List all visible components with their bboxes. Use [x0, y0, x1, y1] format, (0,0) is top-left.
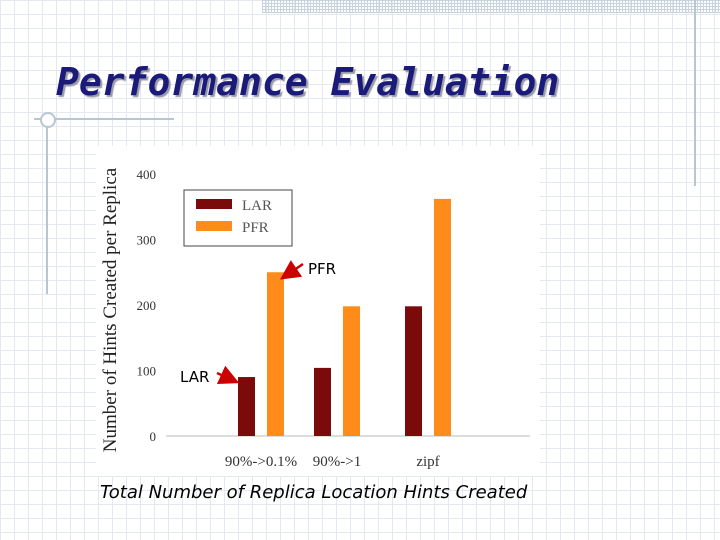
y-tick-label-0: 0: [150, 429, 157, 444]
legend-label-lar: LAR: [242, 198, 272, 214]
y-tick-label-3: 300: [137, 233, 157, 248]
y-axis-label: Number of Hints Created per Replica: [100, 167, 121, 452]
x-tick-label-0: 90%->0.1%: [225, 454, 297, 470]
slide-title: Performance Evaluation: [56, 60, 560, 104]
legend-swatch-lar: [196, 199, 232, 209]
x-tick-label-2: zipf: [416, 454, 439, 470]
legend-label-pfr: PFR: [242, 220, 269, 236]
decorative-vertical-line: [694, 0, 696, 186]
annotation-arrow-pfr: [279, 260, 304, 280]
x-tick-label-1: 90%->1: [313, 454, 361, 470]
y-tick-label-1: 100: [137, 364, 157, 379]
bar-chart: 0 100 200 300 400 Number of Hints Created per…: [100, 167, 530, 470]
bar-lar-2: [405, 306, 422, 436]
bar-pfr-1: [343, 306, 360, 436]
bar-pfr-2: [434, 198, 451, 436]
decorative-left-line: [46, 118, 48, 294]
y-tick-label-2: 200: [137, 298, 157, 313]
bar-lar-0: [238, 377, 255, 436]
decorative-circle-icon: [40, 112, 56, 128]
chart-area: 0 100 200 300 400 Number of Hints Created per…: [96, 146, 540, 476]
annotation-label-pfr: PFR: [308, 260, 336, 278]
legend-box: [183, 189, 293, 247]
chart-caption: Total Number of Replica Location Hints C…: [100, 482, 528, 503]
annotation-arrow-lar: [216, 365, 240, 384]
legend-swatch-pfr: [196, 221, 232, 231]
y-tick-label-4: 400: [137, 167, 157, 182]
bar-pfr-0: [267, 272, 284, 436]
annotation-label-lar: LAR: [180, 368, 209, 386]
bar-lar-1: [314, 367, 331, 436]
decorative-grid-band: [262, 0, 720, 13]
decorative-horizontal-line: [34, 118, 174, 120]
